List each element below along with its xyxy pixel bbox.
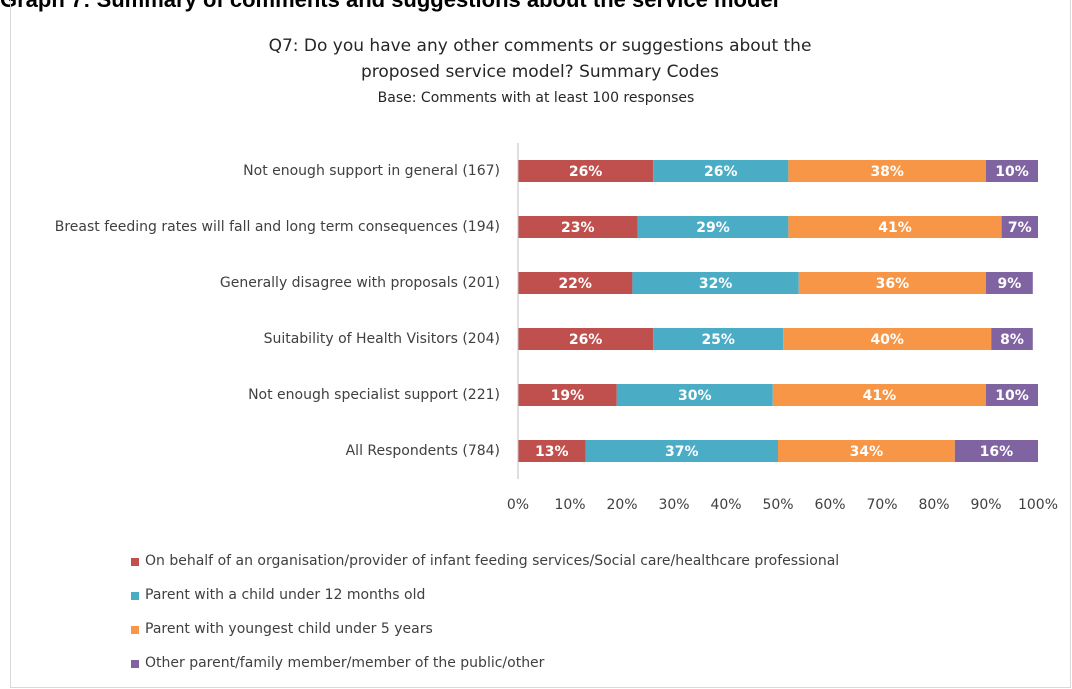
bar-segment xyxy=(778,440,955,462)
category-text: Not enough support in general (167) xyxy=(243,163,500,179)
x-tick-label: 50% xyxy=(762,497,793,513)
x-tick-label: 60% xyxy=(814,497,845,513)
data-label: 26% xyxy=(569,332,603,348)
category-label: Suitability of Health Visitors (204) xyxy=(10,314,500,364)
bar-segment xyxy=(772,384,986,406)
x-tick-label: 90% xyxy=(970,497,1001,513)
bar-segment xyxy=(518,272,633,294)
x-tick-label: 10% xyxy=(554,497,585,513)
bar-segment xyxy=(653,328,784,350)
bar-segment xyxy=(518,160,654,182)
category-label: Breast feeding rates will fall and long … xyxy=(10,202,500,252)
bar-segment xyxy=(637,216,789,238)
x-tick-label: 30% xyxy=(658,497,689,513)
data-label: 37% xyxy=(665,444,699,460)
category-label: Not enough support in general (167) xyxy=(10,146,500,196)
bar-segment xyxy=(954,440,1038,462)
category-text: Not enough specialist support (221) xyxy=(248,387,500,403)
data-label: 8% xyxy=(1000,332,1024,348)
bar-segment xyxy=(986,384,1038,406)
data-label: 34% xyxy=(850,444,884,460)
bar-segment xyxy=(783,328,992,350)
bar-segment xyxy=(788,216,1002,238)
category-label: Not enough specialist support (221) xyxy=(10,370,500,420)
data-label: 22% xyxy=(558,276,592,292)
legend-label: Other parent/family member/member of the… xyxy=(145,655,545,671)
data-label: 9% xyxy=(998,276,1022,292)
legend-label: On behalf of an organisation/provider of… xyxy=(145,553,840,569)
bar-segment xyxy=(986,272,1033,294)
bar-segment xyxy=(986,160,1038,182)
legend-label: Parent with a child under 12 months old xyxy=(145,587,426,603)
chart-subtitle: Base: Comments with at least 100 respons… xyxy=(377,90,695,106)
bar-segment xyxy=(518,440,586,462)
category-text: Generally disagree with proposals (201) xyxy=(219,275,500,291)
data-label: 16% xyxy=(980,444,1014,460)
bar-segment xyxy=(518,216,638,238)
legend-swatch xyxy=(131,660,139,668)
data-label: 41% xyxy=(878,220,912,236)
bar-segment xyxy=(1001,216,1038,238)
data-label: 30% xyxy=(678,388,712,404)
x-tick-label: 0% xyxy=(507,497,529,513)
data-label: 40% xyxy=(870,332,904,348)
data-label: 23% xyxy=(561,220,595,236)
data-label: 36% xyxy=(876,276,910,292)
data-label: 32% xyxy=(699,276,733,292)
data-label: 10% xyxy=(995,388,1029,404)
category-text: Suitability of Health Visitors (204) xyxy=(263,331,500,347)
bar-segment xyxy=(518,384,617,406)
x-tick-label: 70% xyxy=(866,497,897,513)
bar-segment xyxy=(585,440,778,462)
chart-frame xyxy=(10,0,1071,688)
category-text: All Respondents (784) xyxy=(345,443,500,459)
bar-segment xyxy=(798,272,986,294)
data-label: 38% xyxy=(870,164,904,180)
x-tick-label: 20% xyxy=(606,497,637,513)
bar-segment xyxy=(991,328,1033,350)
bar-segment xyxy=(653,160,789,182)
bar-segment xyxy=(632,272,799,294)
data-label: 25% xyxy=(701,332,735,348)
x-tick-label: 40% xyxy=(710,497,741,513)
data-label: 26% xyxy=(704,164,738,180)
page-heading: Graph 7: Summary of comments and suggest… xyxy=(0,0,779,13)
x-tick-label: 100% xyxy=(1018,497,1058,513)
category-label: Generally disagree with proposals (201) xyxy=(10,258,500,308)
bar-segment xyxy=(616,384,773,406)
x-tick-label: 80% xyxy=(918,497,949,513)
chart-title: Q7: Do you have any other comments or su… xyxy=(268,36,812,82)
category-text: Breast feeding rates will fall and long … xyxy=(54,219,500,235)
legend-swatch xyxy=(131,626,139,634)
legend-swatch xyxy=(131,592,139,600)
legend-label: Parent with youngest child under 5 years xyxy=(145,621,433,637)
data-label: 7% xyxy=(1008,220,1032,236)
data-label: 10% xyxy=(995,164,1029,180)
data-label: 41% xyxy=(863,388,897,404)
data-label: 29% xyxy=(696,220,730,236)
category-label: All Respondents (784) xyxy=(10,426,500,476)
bar-segment xyxy=(788,160,986,182)
data-label: 19% xyxy=(551,388,585,404)
data-label: 13% xyxy=(535,444,569,460)
legend-swatch xyxy=(131,558,139,566)
bar-segment xyxy=(518,328,654,350)
data-label: 26% xyxy=(569,164,603,180)
